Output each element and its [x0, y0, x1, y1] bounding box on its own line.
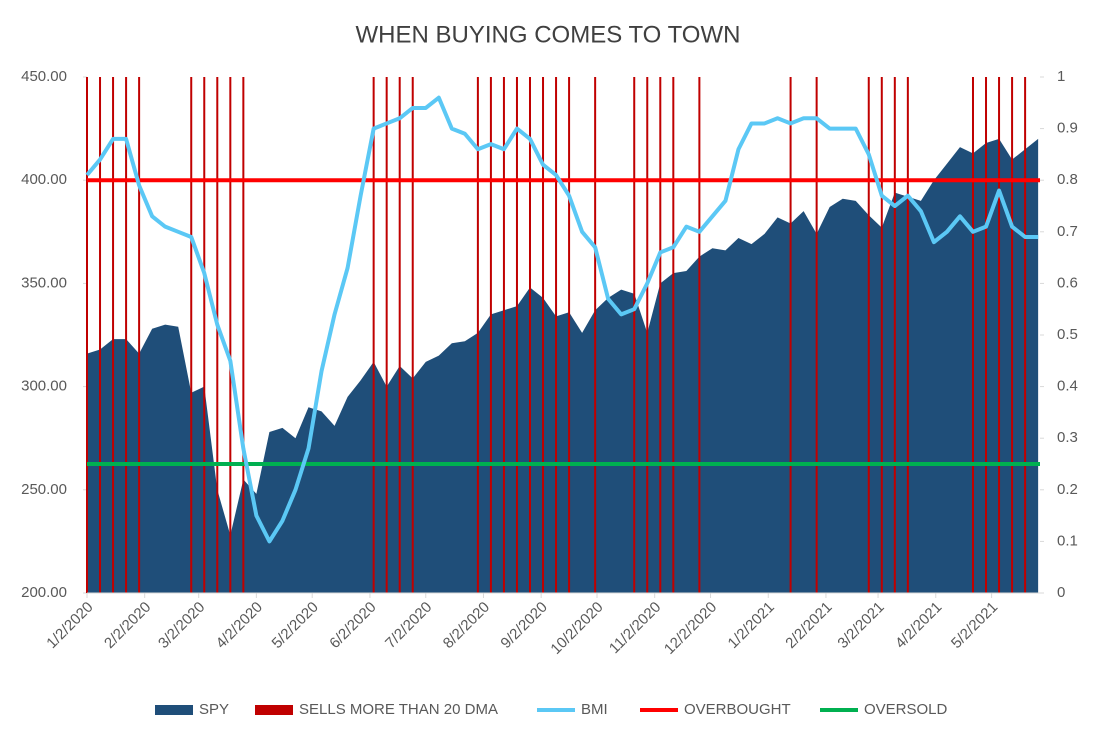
sell-bar: [998, 77, 1001, 593]
x-tick-label: 2/2/2020: [101, 599, 154, 652]
sell-bar: [242, 77, 245, 593]
x-tick-label: 8/2/2020: [440, 599, 493, 652]
x-tick-label: 11/2/2020: [606, 599, 664, 657]
x-tick-label: 9/2/2020: [497, 599, 550, 652]
y2-tick-label: 0: [1057, 584, 1065, 601]
sell-bar: [385, 77, 388, 593]
x-tick-label: 1/2/2021: [725, 599, 778, 652]
sell-bar: [99, 77, 102, 593]
sell-bar: [372, 77, 375, 593]
y-tick-label: 200.00: [21, 584, 67, 601]
sell-bar: [398, 77, 401, 593]
y2-tick-label: 0.9: [1057, 120, 1078, 137]
sell-bar: [216, 77, 219, 593]
y-tick-label: 400.00: [21, 171, 67, 188]
sell-bar: [633, 77, 636, 593]
chart-title: WHEN BUYING COMES TO TOWN: [356, 21, 741, 48]
y2-tick-label: 0.5: [1057, 326, 1078, 343]
legend-label: BMI: [581, 701, 608, 718]
sell-bar: [906, 77, 909, 593]
sell-bar: [698, 77, 701, 593]
sell-bar: [502, 77, 505, 593]
sell-bar: [138, 77, 141, 593]
x-tick-label: 4/2/2020: [213, 599, 266, 652]
spy-area: [87, 138, 1039, 594]
sell-bar: [542, 77, 545, 593]
sell-bar: [985, 77, 988, 593]
y-tick-label: 300.00: [21, 378, 67, 395]
sell-bar: [489, 77, 492, 593]
x-tick-label: 7/2/2020: [382, 599, 435, 652]
y2-tick-label: 0.4: [1057, 378, 1078, 395]
sell-bar: [229, 77, 232, 593]
x-tick-label: 4/2/2021: [892, 599, 945, 652]
sell-bar: [112, 77, 115, 593]
sell-bar: [1011, 77, 1014, 593]
sell-bar: [646, 77, 649, 593]
sell-bar: [190, 77, 193, 593]
sell-bar: [528, 77, 531, 593]
sell-bar: [515, 77, 518, 593]
legend-label: OVERSOLD: [864, 701, 948, 718]
sell-bar: [555, 77, 558, 593]
legend-label: OVERBOUGHT: [684, 701, 791, 718]
sell-bar: [86, 77, 88, 593]
y2-tick-label: 0.8: [1057, 171, 1078, 188]
x-tick-label: 10/2/2020: [547, 599, 606, 658]
y-tick-label: 250.00: [21, 481, 67, 498]
sell-bar: [971, 77, 974, 593]
sell-bar: [880, 77, 883, 593]
x-tick-label: 1/2/2020: [43, 599, 96, 652]
x-tick-label: 3/2/2021: [834, 599, 887, 652]
sell-bar: [659, 77, 662, 593]
x-tick-label: 6/2/2020: [326, 599, 379, 652]
y2-tick-label: 0.1: [1057, 532, 1078, 549]
sell-bar: [893, 77, 896, 593]
x-tick-label: 12/2/2020: [661, 599, 720, 658]
y-tick-label: 450.00: [21, 68, 67, 85]
sell-bar: [125, 77, 128, 593]
x-tick-label: 5/2/2020: [269, 599, 322, 652]
y2-tick-label: 0.2: [1057, 481, 1078, 498]
sell-bar: [867, 77, 870, 593]
y2-tick-label: 1: [1057, 68, 1065, 85]
y2-tick-label: 0.3: [1057, 429, 1078, 446]
legend-swatch: [255, 705, 293, 715]
x-tick-label: 3/2/2020: [155, 599, 208, 652]
bmi-line: [85, 95, 1039, 544]
legend-swatch: [155, 705, 193, 715]
sell-bar: [476, 77, 479, 593]
y-tick-label: 350.00: [21, 274, 67, 291]
sell-bar: [815, 77, 818, 593]
y2-tick-label: 0.6: [1057, 274, 1078, 291]
sell-bar: [594, 77, 597, 593]
x-tick-label: 2/2/2021: [782, 599, 835, 652]
sell-bar: [203, 77, 206, 593]
legend-label: SELLS MORE THAN 20 DMA: [299, 701, 498, 718]
legend-label: SPY: [199, 701, 229, 718]
sell-bar: [411, 77, 414, 593]
y2-tick-label: 0.7: [1057, 223, 1078, 240]
sell-bar: [789, 77, 792, 593]
sell-bar: [672, 77, 675, 593]
sell-bar: [1024, 77, 1027, 593]
x-tick-label: 5/2/2021: [948, 599, 1001, 652]
sell-bar: [568, 77, 571, 593]
